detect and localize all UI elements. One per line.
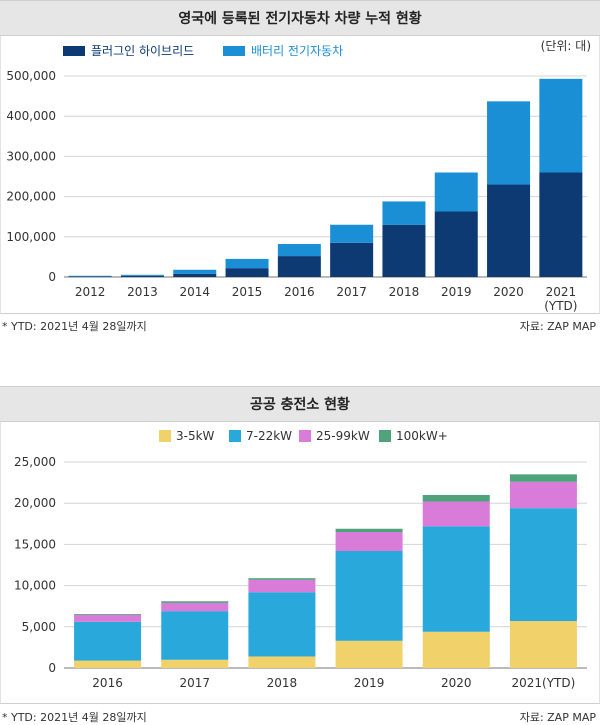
chart2-xtick-label: 2016	[92, 676, 123, 690]
chart2-bar-2	[248, 592, 316, 657]
chart2-ytick-label: 15,000	[14, 537, 56, 551]
chart1-ytick-label: 500,000	[6, 69, 56, 83]
chart2-legend-label: 7-22kW	[246, 429, 292, 443]
chart1-legend-swatch	[63, 46, 85, 56]
chart2-bar-3	[509, 481, 577, 509]
chart1-bar-2	[277, 244, 321, 257]
chart2-legend-swatch	[379, 430, 391, 442]
chart1-svg: 플러그인 하이브리드 배터리 전기자동차 (단위: 대) 0 100,000 200,00…	[6, 39, 591, 312]
chart1-xtick-label: 2017	[336, 285, 367, 299]
chart1-xtick-label: 2018	[389, 285, 420, 299]
chart1-ytick-label: 0	[48, 270, 56, 284]
chart1-bar-2	[173, 269, 217, 274]
chart2-xtick-label: 2021(YTD)	[512, 676, 576, 690]
chart2-ytick-label: 0	[48, 661, 56, 675]
chart2-legend-swatch	[229, 430, 241, 442]
chart2-legend-label: 25-99kW	[316, 429, 370, 443]
chart2-ytick-label: 5,000	[22, 620, 56, 634]
chart2-bar-1	[74, 660, 142, 668]
chart2-bar-3	[335, 532, 403, 551]
chart1-legend-label: 배터리 전기자동차	[251, 44, 343, 58]
chart1-bar-1	[382, 224, 426, 277]
chart2-title: 공공 충전소 현황	[0, 386, 600, 422]
chart1-footnote: * YTD: 2021년 4월 28일까지	[2, 320, 147, 333]
chart1-bar-1	[487, 184, 531, 277]
chart2-bar-1	[509, 621, 577, 668]
chart1-panel: 플러그인 하이브리드 배터리 전기자동차 (단위: 대) 0 100,000 200,00…	[0, 36, 600, 314]
chart2-bar-4	[161, 601, 229, 603]
chart2-bar-4	[422, 494, 490, 502]
chart2-ytick-label: 25,000	[14, 455, 56, 469]
chart1-source: 자료: ZAP MAP	[519, 320, 596, 333]
chart2-xtick-label: 2019	[354, 676, 385, 690]
chart1-bar-2	[382, 201, 426, 225]
chart2-legend-swatch	[159, 430, 171, 442]
chart1-unit-label: (단위: 대)	[541, 39, 591, 53]
chart1-xtick-label: 2014	[179, 285, 210, 299]
chart1-legend-label: 플러그인 하이브리드	[91, 44, 194, 58]
chart1-title: 영국에 등록된 전기자동차 차량 누적 현황	[0, 0, 600, 36]
chart1-bar-1	[68, 276, 112, 277]
chart1-bar-1	[120, 275, 164, 277]
chart1-bar-1	[277, 256, 321, 277]
chart2-bar-2	[335, 550, 403, 641]
chart2-xtick-label: 2017	[179, 676, 210, 690]
chart2-ytick-label: 10,000	[14, 579, 56, 593]
chart2-legend-swatch	[299, 430, 311, 442]
chart2-bar-4	[248, 578, 316, 580]
chart1-ytick-label: 200,000	[6, 190, 56, 204]
chart2-xtick-label: 2018	[267, 676, 298, 690]
chart1-bar-2	[487, 101, 531, 185]
chart2-source: 자료: ZAP MAP	[519, 711, 596, 724]
chart1-bar-1	[330, 242, 374, 277]
chart2-bar-3	[161, 602, 229, 612]
chart2-bar-1	[248, 656, 316, 668]
chart1-bar-1	[225, 268, 269, 277]
chart2-bar-3	[74, 614, 142, 622]
chart2-bar-1	[161, 659, 229, 668]
chart1-xtick-label: 2015	[232, 285, 263, 299]
chart1-bar-2	[434, 172, 478, 212]
chart1-xtick-label: 2021	[546, 285, 577, 299]
chart1-bar-2	[120, 274, 164, 276]
chart1-ytick-label: 100,000	[6, 230, 56, 244]
chart1-xtick-label: 2012	[75, 285, 106, 299]
chart1-bar-1	[539, 172, 583, 277]
chart2-bar-4	[74, 614, 142, 615]
chart1-xtick-label: 2016	[284, 285, 315, 299]
chart1-bar-2	[330, 224, 374, 243]
chart2-bar-4	[335, 528, 403, 533]
chart2-bar-1	[335, 640, 403, 668]
chart1-bar-2	[539, 78, 583, 173]
chart2-svg: 3-5kW 7-22kW 25-99kW 100kW+ 0 5,000 10,000 15,0…	[14, 429, 587, 690]
chart2-footnote: * YTD: 2021년 4월 28일까지	[2, 711, 147, 724]
chart2-ytick-label: 20,000	[14, 496, 56, 510]
chart2-bar-1	[422, 631, 490, 668]
chart1-xtick-label: 2020	[493, 285, 524, 299]
chart1-bar-2	[68, 275, 112, 277]
chart1-bar-1	[434, 211, 478, 277]
chart2-legend-label: 100kW+	[396, 429, 448, 443]
chart1-ytick-label: 400,000	[6, 109, 56, 123]
chart1-legend-swatch	[223, 46, 245, 56]
chart2-bar-4	[509, 474, 577, 482]
chart2-bar-2	[74, 621, 142, 661]
chart1-xtick-label: 2013	[127, 285, 158, 299]
chart2-bar-2	[509, 508, 577, 622]
chart1-bar-1	[173, 273, 217, 277]
chart2-bar-2	[422, 526, 490, 632]
chart1-xtick-label: (YTD)	[544, 299, 577, 312]
chart2-bar-3	[422, 501, 490, 527]
chart2-bar-2	[161, 611, 229, 660]
chart2-panel: 3-5kW 7-22kW 25-99kW 100kW+ 0 5,000 10,000 15,0…	[0, 422, 600, 704]
chart2-bar-3	[248, 579, 316, 593]
chart1-bar-2	[225, 258, 269, 269]
chart2-legend-label: 3-5kW	[176, 429, 215, 443]
chart1-ytick-label: 300,000	[6, 149, 56, 163]
chart2-xtick-label: 2020	[441, 676, 472, 690]
chart1-xtick-label: 2019	[441, 285, 472, 299]
